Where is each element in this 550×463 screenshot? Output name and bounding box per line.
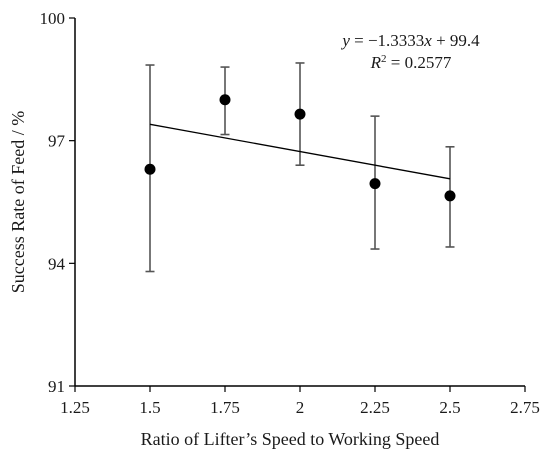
x-tick-label: 2.75 xyxy=(510,398,540,417)
data-point xyxy=(219,94,231,106)
x-tick-label: 1.75 xyxy=(210,398,240,417)
data-point xyxy=(294,108,306,120)
y-ticks: 91 94 97 100 xyxy=(40,9,75,396)
plot-area: 1.25 1.5 1.75 2 2.25 2.5 2.75 91 94 97 100 xyxy=(40,9,540,417)
x-axis-title: Ratio of Lifter’s Speed to Working Speed xyxy=(141,429,440,449)
error-bars xyxy=(145,62,455,273)
x-tick-label: 2.5 xyxy=(439,398,460,417)
y-axis-title: Success Rate of Feed / % xyxy=(8,111,28,293)
x-ticks: 1.25 1.5 1.75 2 2.25 2.5 2.75 xyxy=(60,386,540,417)
data-point xyxy=(369,178,381,190)
data-point xyxy=(144,163,156,175)
y-tick-label: 100 xyxy=(40,9,66,28)
data-point xyxy=(444,190,456,202)
r-squared-label: R2 = 0.2577 xyxy=(370,53,452,72)
y-tick-label: 97 xyxy=(48,132,66,151)
trendline-equation: y = −1.3333x + 99.4 xyxy=(340,31,480,50)
x-tick-label: 2 xyxy=(296,398,305,417)
x-tick-label: 1.25 xyxy=(60,398,90,417)
data-points xyxy=(144,94,456,202)
x-tick-label: 1.5 xyxy=(139,398,160,417)
y-tick-label: 91 xyxy=(48,377,65,396)
y-tick-label: 94 xyxy=(48,254,66,273)
x-tick-label: 2.25 xyxy=(360,398,390,417)
trendline xyxy=(149,123,451,180)
